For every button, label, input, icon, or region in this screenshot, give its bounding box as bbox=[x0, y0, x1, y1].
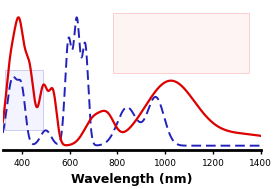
Polygon shape bbox=[113, 13, 249, 73]
Polygon shape bbox=[5, 70, 43, 130]
X-axis label: Wavelength (nm): Wavelength (nm) bbox=[71, 173, 192, 186]
